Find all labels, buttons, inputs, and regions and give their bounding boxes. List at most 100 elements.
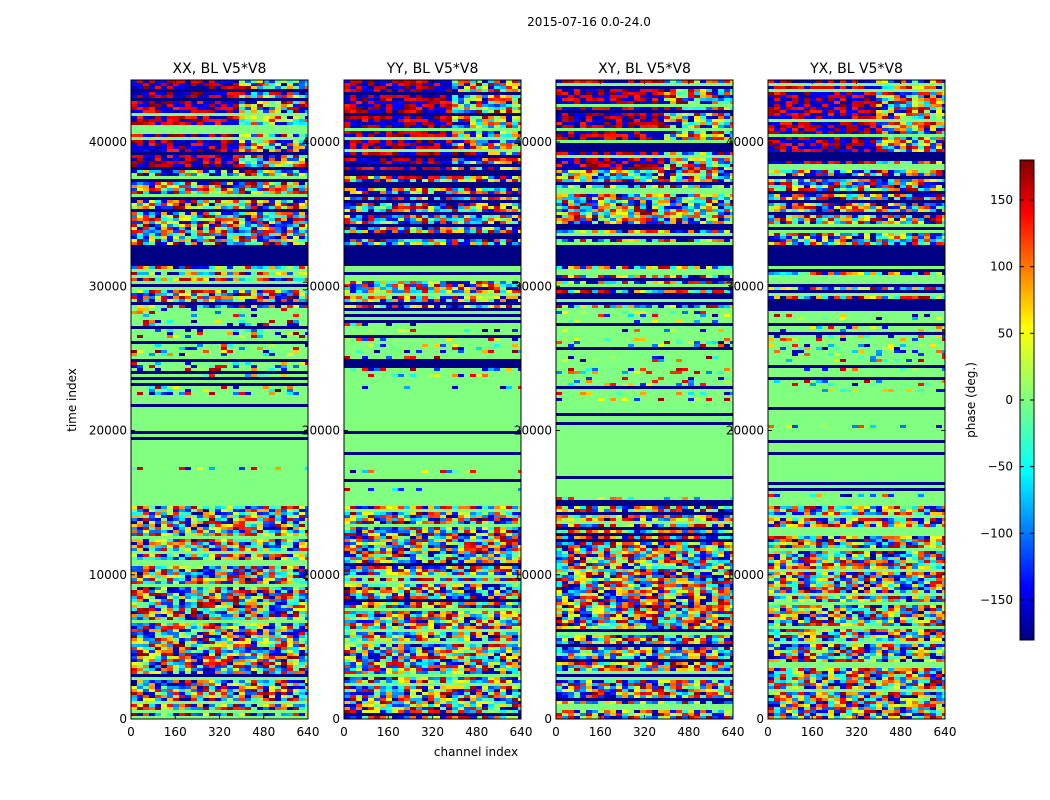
heatmap-cell <box>209 224 215 227</box>
heatmap-cell <box>155 506 161 509</box>
heatmap-cell <box>275 695 281 698</box>
heatmap-cell <box>275 707 281 710</box>
heatmap-cell <box>305 299 308 302</box>
heatmap-cell <box>494 593 500 596</box>
heatmap-cell <box>209 161 215 164</box>
heatmap-cell <box>191 203 197 206</box>
heatmap-cell <box>488 578 494 581</box>
heatmap-cell <box>293 191 299 194</box>
heatmap-cell <box>494 716 500 719</box>
heatmap-cell <box>263 182 269 185</box>
heatmap-cell <box>257 593 263 596</box>
heatmap-cell <box>173 695 179 698</box>
heatmap-cell <box>269 161 275 164</box>
heatmap-row <box>131 89 308 92</box>
heatmap-cell <box>197 509 203 512</box>
heatmap-cell <box>404 662 410 665</box>
heatmap-cell <box>137 80 143 83</box>
heatmap-cell <box>155 641 161 644</box>
heatmap-cell <box>131 83 137 86</box>
heatmap-cell <box>185 713 191 716</box>
heatmap-cell <box>143 683 149 686</box>
heatmap-cell <box>464 659 470 662</box>
heatmap-cell <box>215 185 221 188</box>
heatmap-cell <box>137 155 143 158</box>
heatmap-cell <box>287 704 293 707</box>
heatmap-row <box>131 302 308 305</box>
heatmap-cell <box>239 671 245 674</box>
heatmap-cell <box>149 692 155 695</box>
heatmap-cell <box>350 554 356 557</box>
heatmap-cell <box>275 239 281 242</box>
heatmap-cell <box>185 506 191 509</box>
heatmap-cell <box>203 632 209 635</box>
heatmap-cell <box>167 683 173 686</box>
heatmap-cell <box>173 641 179 644</box>
heatmap-cell <box>287 554 293 557</box>
heatmap-cell <box>488 695 494 698</box>
heatmap-cell <box>233 572 239 575</box>
heatmap-cell <box>452 590 458 593</box>
heatmap-cell <box>203 641 209 644</box>
heatmap-cell <box>404 590 410 593</box>
heatmap-cell <box>251 509 257 512</box>
heatmap-cell <box>281 572 287 575</box>
heatmap-cell <box>185 569 191 572</box>
heatmap-cell <box>221 290 227 293</box>
heatmap-cell <box>179 617 185 620</box>
heatmap-cell <box>263 623 269 626</box>
heatmap-cell <box>215 638 221 641</box>
heatmap-cell <box>215 662 221 665</box>
heatmap-cell <box>179 578 185 581</box>
heatmap-cell <box>350 665 356 668</box>
heatmap-cell <box>275 539 281 542</box>
heatmap-cell <box>452 680 458 683</box>
heatmap-cell <box>398 548 404 551</box>
heatmap-cell <box>398 632 404 635</box>
heatmap-cell <box>374 701 380 704</box>
heatmap-cell <box>500 695 506 698</box>
heatmap-cell <box>191 134 197 137</box>
heatmap-cell <box>293 587 299 590</box>
heatmap-cell <box>380 656 386 659</box>
heatmap-cell <box>344 665 350 668</box>
heatmap-cell <box>155 221 161 224</box>
heatmap-cell <box>416 578 422 581</box>
heatmap-cell <box>269 653 275 656</box>
heatmap-cell <box>233 566 239 569</box>
heatmap-cell <box>143 509 149 512</box>
heatmap-cell <box>143 173 149 176</box>
heatmap-cell <box>263 506 269 509</box>
heatmap-cell <box>227 200 233 203</box>
heatmap-cell <box>344 710 350 713</box>
heatmap-cell <box>161 566 167 569</box>
heatmap-cell <box>500 611 506 614</box>
heatmap-cell <box>227 344 233 347</box>
heatmap-cell <box>404 572 410 575</box>
heatmap-cell <box>434 542 440 545</box>
heatmap-cell <box>416 593 422 596</box>
heatmap-cell <box>203 134 209 137</box>
heatmap-cell <box>179 155 185 158</box>
heatmap-cell <box>149 158 155 161</box>
heatmap-cell <box>137 671 143 674</box>
heatmap-cell <box>362 659 368 662</box>
heatmap-cell <box>215 632 221 635</box>
heatmap-cell <box>428 551 434 554</box>
heatmap-cell <box>167 161 173 164</box>
heatmap-cell <box>368 632 374 635</box>
heatmap-cell <box>227 641 233 644</box>
heatmap-cell <box>287 626 293 629</box>
heatmap-cell <box>179 632 185 635</box>
heatmap-cell <box>287 647 293 650</box>
heatmap-cell <box>410 569 416 572</box>
heatmap-cell <box>464 662 470 665</box>
heatmap-cell <box>203 95 209 98</box>
heatmap-cell <box>221 188 227 191</box>
heatmap-cell <box>281 293 287 296</box>
heatmap-cell <box>167 305 173 308</box>
heatmap-cell <box>380 626 386 629</box>
heatmap-cell <box>428 566 434 569</box>
heatmap-cell <box>269 191 275 194</box>
heatmap-cell <box>386 680 392 683</box>
